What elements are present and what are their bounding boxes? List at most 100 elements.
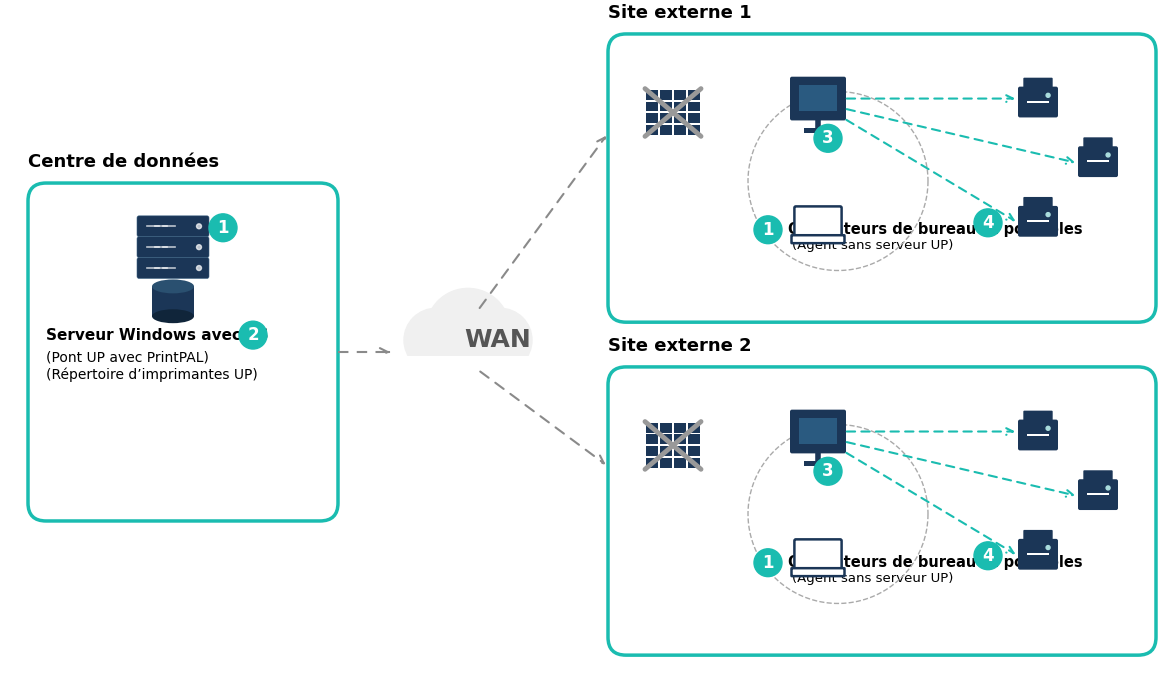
Circle shape <box>422 326 478 382</box>
FancyBboxPatch shape <box>1018 87 1059 117</box>
Circle shape <box>404 308 468 372</box>
Circle shape <box>754 216 782 244</box>
Bar <box>646 113 658 124</box>
Bar <box>1087 493 1109 495</box>
FancyBboxPatch shape <box>1078 479 1118 510</box>
FancyBboxPatch shape <box>1023 530 1053 542</box>
Bar <box>674 458 686 469</box>
FancyBboxPatch shape <box>794 539 842 570</box>
Bar <box>646 90 658 100</box>
Text: WAN: WAN <box>465 328 532 352</box>
Bar <box>660 90 672 100</box>
Bar <box>660 113 672 124</box>
Circle shape <box>1046 426 1050 430</box>
Bar <box>660 435 672 445</box>
Bar <box>674 435 686 445</box>
Bar <box>152 287 194 316</box>
Bar <box>1027 100 1049 103</box>
Circle shape <box>197 244 201 250</box>
Bar <box>646 126 658 135</box>
Text: 4: 4 <box>982 214 994 232</box>
FancyBboxPatch shape <box>790 409 845 454</box>
Text: 3: 3 <box>822 462 834 480</box>
Bar <box>646 458 658 469</box>
Text: Centre de données: Centre de données <box>28 153 219 171</box>
Circle shape <box>1107 153 1110 157</box>
Circle shape <box>1046 93 1050 97</box>
Bar <box>674 422 686 433</box>
FancyBboxPatch shape <box>137 216 208 237</box>
Bar <box>646 422 658 433</box>
FancyBboxPatch shape <box>1083 471 1112 482</box>
Bar <box>674 126 686 135</box>
Circle shape <box>197 224 201 229</box>
Bar <box>674 102 686 111</box>
Ellipse shape <box>152 309 194 323</box>
Circle shape <box>1046 213 1050 217</box>
FancyBboxPatch shape <box>792 235 844 243</box>
Circle shape <box>1046 545 1050 549</box>
FancyBboxPatch shape <box>1018 420 1059 450</box>
Bar <box>646 446 658 456</box>
FancyBboxPatch shape <box>1018 206 1059 237</box>
FancyBboxPatch shape <box>1023 197 1053 209</box>
Text: Site externe 2: Site externe 2 <box>608 337 752 355</box>
Text: Site externe 1: Site externe 1 <box>608 4 752 22</box>
FancyBboxPatch shape <box>794 206 842 237</box>
FancyBboxPatch shape <box>137 237 208 257</box>
Circle shape <box>208 214 237 242</box>
FancyBboxPatch shape <box>790 77 845 120</box>
Circle shape <box>814 458 842 485</box>
Text: 1: 1 <box>218 219 228 237</box>
Bar <box>804 461 833 466</box>
Text: 2: 2 <box>247 326 259 344</box>
Bar <box>660 446 672 456</box>
Text: (Pont UP avec PrintPAL): (Pont UP avec PrintPAL) <box>46 350 208 364</box>
Bar <box>660 102 672 111</box>
Bar <box>800 86 837 111</box>
FancyBboxPatch shape <box>137 257 208 278</box>
Circle shape <box>974 542 1002 570</box>
Circle shape <box>468 308 532 372</box>
Circle shape <box>239 321 267 349</box>
Circle shape <box>974 209 1002 237</box>
Bar <box>660 458 672 469</box>
FancyBboxPatch shape <box>1083 137 1112 149</box>
Bar <box>804 128 833 133</box>
Bar <box>660 126 672 135</box>
Text: Ordinateurs de bureau et portables: Ordinateurs de bureau et portables <box>788 222 1083 237</box>
Bar <box>689 458 700 469</box>
Bar <box>689 422 700 433</box>
Circle shape <box>197 265 201 270</box>
Circle shape <box>754 549 782 576</box>
Text: 1: 1 <box>762 221 774 239</box>
Bar <box>689 446 700 456</box>
FancyBboxPatch shape <box>1078 146 1118 177</box>
Text: 3: 3 <box>822 129 834 147</box>
Bar <box>674 113 686 124</box>
Bar <box>646 435 658 445</box>
Text: 1: 1 <box>762 553 774 572</box>
Circle shape <box>814 124 842 152</box>
FancyBboxPatch shape <box>792 568 844 576</box>
Circle shape <box>458 326 514 382</box>
Text: Ordinateurs de bureau et portables: Ordinateurs de bureau et portables <box>788 555 1083 570</box>
Bar <box>674 446 686 456</box>
FancyBboxPatch shape <box>1023 77 1053 90</box>
Bar <box>689 90 700 100</box>
FancyBboxPatch shape <box>1023 411 1053 422</box>
Bar <box>800 418 837 444</box>
Text: (Agent sans serveur UP): (Agent sans serveur UP) <box>792 239 953 252</box>
Bar <box>674 90 686 100</box>
Bar <box>689 102 700 111</box>
Circle shape <box>441 330 494 382</box>
Bar <box>689 113 700 124</box>
Bar <box>660 422 672 433</box>
Text: (Répertoire d’imprimantes UP): (Répertoire d’imprimantes UP) <box>46 368 258 382</box>
Bar <box>1027 434 1049 436</box>
Bar <box>1087 160 1109 162</box>
Circle shape <box>1107 486 1110 490</box>
Circle shape <box>426 289 511 372</box>
Bar <box>1027 553 1049 555</box>
Ellipse shape <box>152 280 194 293</box>
